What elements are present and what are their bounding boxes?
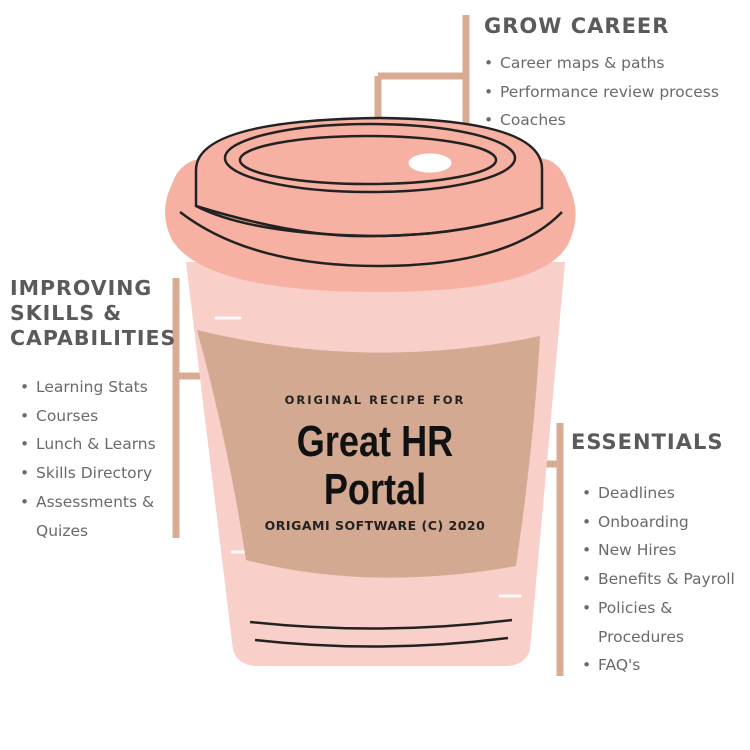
essentials-heading: ESSENTIALS [571,430,724,454]
list-item: Onboarding [582,508,735,537]
list-item: Policies & [582,594,735,623]
heading-line: SKILLS & [10,301,123,325]
recipe-label: ORIGINAL RECIPE FOR [284,393,466,407]
list-item: Deadlines [582,479,735,508]
title-line: Portal [323,465,427,514]
heading-line: CAPABILITIES [10,326,177,350]
grow-career-heading: GROW CAREER [484,14,670,38]
essentials-list: Deadlines Onboarding New Hires Benefits … [582,479,735,680]
heading-line: IMPROVING [10,276,153,300]
company-credit: ORIGAMI SOFTWARE (C) 2020 [264,518,486,533]
list-item: Performance review process [484,78,719,107]
improving-skills-heading: IMPROVING SKILLS & CAPABILITIES [10,276,195,351]
portal-title: Great HR Portal [277,418,474,514]
list-item-continuation: Quizes [36,521,89,540]
list-item: Skills Directory [20,459,156,488]
improving-skills-list: Learning Stats Courses Lunch & Learns Sk… [20,373,156,545]
list-item: Coaches [484,106,719,135]
list-item: Lunch & Learns [20,430,156,459]
lid-top [194,116,544,238]
list-item: Assessments & [20,488,156,517]
title-line: Great HR [296,417,454,466]
list-item: FAQ's [582,651,735,680]
list-item: Courses [20,402,156,431]
list-item-continuation: Procedures [598,627,684,646]
list-item: Learning Stats [20,373,156,402]
cup-sleeve [197,330,540,578]
list-item: Benefits & Payroll [582,565,735,594]
grow-career-list: Career maps & paths Performance review p… [484,49,719,135]
list-item: New Hires [582,536,735,565]
list-item: Career maps & paths [484,49,719,78]
lid-sip-hole [408,153,452,173]
